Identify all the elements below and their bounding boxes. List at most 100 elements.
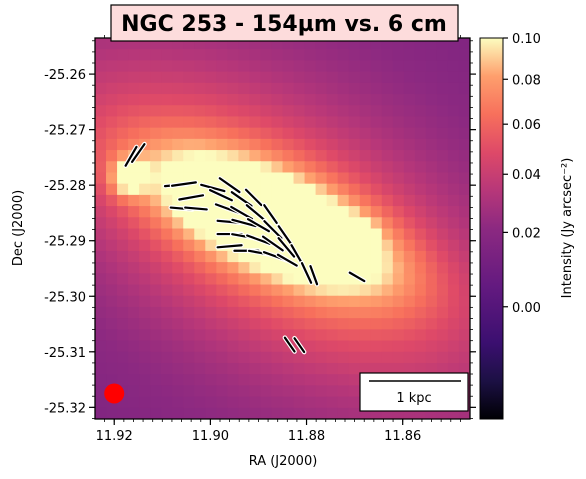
heatmap-pixel xyxy=(205,362,217,375)
heatmap-pixel xyxy=(414,239,427,252)
heatmap-pixel xyxy=(271,262,284,274)
heatmap-pixel xyxy=(359,116,372,129)
heatmap-pixel xyxy=(392,82,405,95)
heatmap-pixel xyxy=(183,94,195,106)
heatmap-pixel xyxy=(414,250,427,263)
heatmap-pixel xyxy=(425,116,438,129)
heatmap-pixel xyxy=(425,250,438,263)
heatmap-pixel xyxy=(183,183,195,196)
heatmap-pixel xyxy=(271,396,284,409)
heatmap-pixel xyxy=(117,60,129,73)
heatmap-pixel xyxy=(216,284,228,297)
heatmap-pixel xyxy=(436,49,449,62)
heatmap-pixel xyxy=(194,239,206,252)
heatmap-pixel xyxy=(304,172,317,185)
heatmap-pixel xyxy=(150,60,162,73)
heatmap-pixel xyxy=(95,82,107,95)
heatmap-pixel xyxy=(370,183,383,196)
heatmap-pixel xyxy=(315,239,328,252)
heatmap-pixel xyxy=(128,217,140,230)
heatmap-pixel xyxy=(359,161,372,174)
heatmap-pixel xyxy=(249,161,262,174)
heatmap-pixel xyxy=(414,38,427,50)
heatmap-pixel xyxy=(238,318,251,330)
heatmap-pixel xyxy=(161,340,173,353)
heatmap-pixel xyxy=(150,116,162,129)
heatmap-pixel xyxy=(249,340,262,353)
heatmap-pixel xyxy=(447,407,460,419)
heatmap-pixel xyxy=(381,239,394,252)
heatmap-pixel xyxy=(348,407,361,419)
heatmap-pixel xyxy=(458,250,470,263)
heatmap-pixel xyxy=(370,295,383,308)
heatmap-pixel xyxy=(95,329,107,342)
heatmap-pixel xyxy=(458,284,470,297)
heatmap-pixel xyxy=(260,194,273,207)
heatmap-pixel xyxy=(95,250,107,263)
heatmap-pixel xyxy=(436,217,449,230)
heatmap-pixel xyxy=(337,396,350,409)
heatmap-pixel xyxy=(447,71,460,84)
heatmap-pixel xyxy=(326,82,339,95)
heatmap-pixel xyxy=(425,105,438,118)
heatmap-pixel xyxy=(183,396,195,409)
heatmap-pixel xyxy=(150,194,162,207)
heatmap-pixel xyxy=(337,138,350,151)
heatmap-pixel xyxy=(216,105,228,118)
heatmap-pixel xyxy=(293,362,306,375)
heatmap-pixel xyxy=(150,385,162,398)
heatmap-pixel xyxy=(205,71,217,84)
heatmap-pixel xyxy=(348,273,361,286)
heatmap-pixel xyxy=(458,329,470,342)
heatmap-pixel xyxy=(172,239,184,252)
heatmap-pixel xyxy=(139,206,151,218)
heatmap-pixel xyxy=(282,273,295,286)
heatmap-pixel xyxy=(95,183,107,196)
heatmap-pixel xyxy=(381,407,394,419)
heatmap-pixel xyxy=(458,273,470,286)
heatmap-pixel xyxy=(447,306,460,319)
heatmap-pixel xyxy=(436,284,449,297)
heatmap-pixel xyxy=(106,239,118,252)
heatmap-pixel xyxy=(172,38,184,50)
heatmap-pixel xyxy=(128,228,140,241)
heatmap-pixel xyxy=(337,82,350,95)
heatmap-pixel xyxy=(348,217,361,230)
heatmap-pixel xyxy=(414,306,427,319)
heatmap-pixel xyxy=(326,194,339,207)
heatmap-pixel xyxy=(238,284,251,297)
heatmap-pixel xyxy=(293,150,306,162)
heatmap-pixel xyxy=(425,318,438,330)
heatmap-pixel xyxy=(403,183,416,196)
heatmap-pixel xyxy=(436,161,449,174)
polarization-vector xyxy=(245,216,272,234)
heatmap-pixel xyxy=(249,127,262,140)
heatmap-pixel xyxy=(315,82,328,95)
heatmap-pixel xyxy=(106,82,118,95)
heatmap-pixel xyxy=(282,250,295,263)
heatmap-pixel xyxy=(414,71,427,84)
heatmap-pixel xyxy=(128,194,140,207)
heatmap-pixel xyxy=(436,206,449,218)
heatmap-pixel xyxy=(205,318,217,330)
heatmap-pixel xyxy=(227,362,239,375)
heatmap-pixel xyxy=(348,306,361,319)
heatmap-pixel xyxy=(304,329,317,342)
heatmap-pixel xyxy=(414,329,427,342)
heatmap-pixel xyxy=(414,49,427,62)
heatmap-pixel xyxy=(381,194,394,207)
heatmap-pixel xyxy=(183,60,195,73)
heatmap-pixel xyxy=(227,250,239,263)
colorbar xyxy=(479,37,504,420)
heatmap-pixel xyxy=(348,351,361,364)
heatmap-pixel xyxy=(150,362,162,375)
heatmap-pixel xyxy=(106,340,118,353)
heatmap-pixel xyxy=(381,138,394,151)
heatmap-pixel xyxy=(337,94,350,106)
heatmap-pixel xyxy=(392,273,405,286)
heatmap-pixel xyxy=(337,295,350,308)
heatmap-pixel xyxy=(150,49,162,62)
heatmap-pixel xyxy=(447,60,460,73)
heatmap-pixel xyxy=(183,306,195,319)
heatmap-pixel xyxy=(117,217,129,230)
